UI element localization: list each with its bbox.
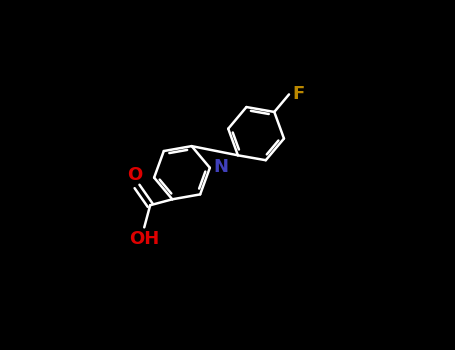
Text: OH: OH: [129, 230, 159, 247]
Text: O: O: [127, 166, 142, 184]
Text: F: F: [292, 85, 304, 103]
Text: N: N: [213, 158, 228, 176]
